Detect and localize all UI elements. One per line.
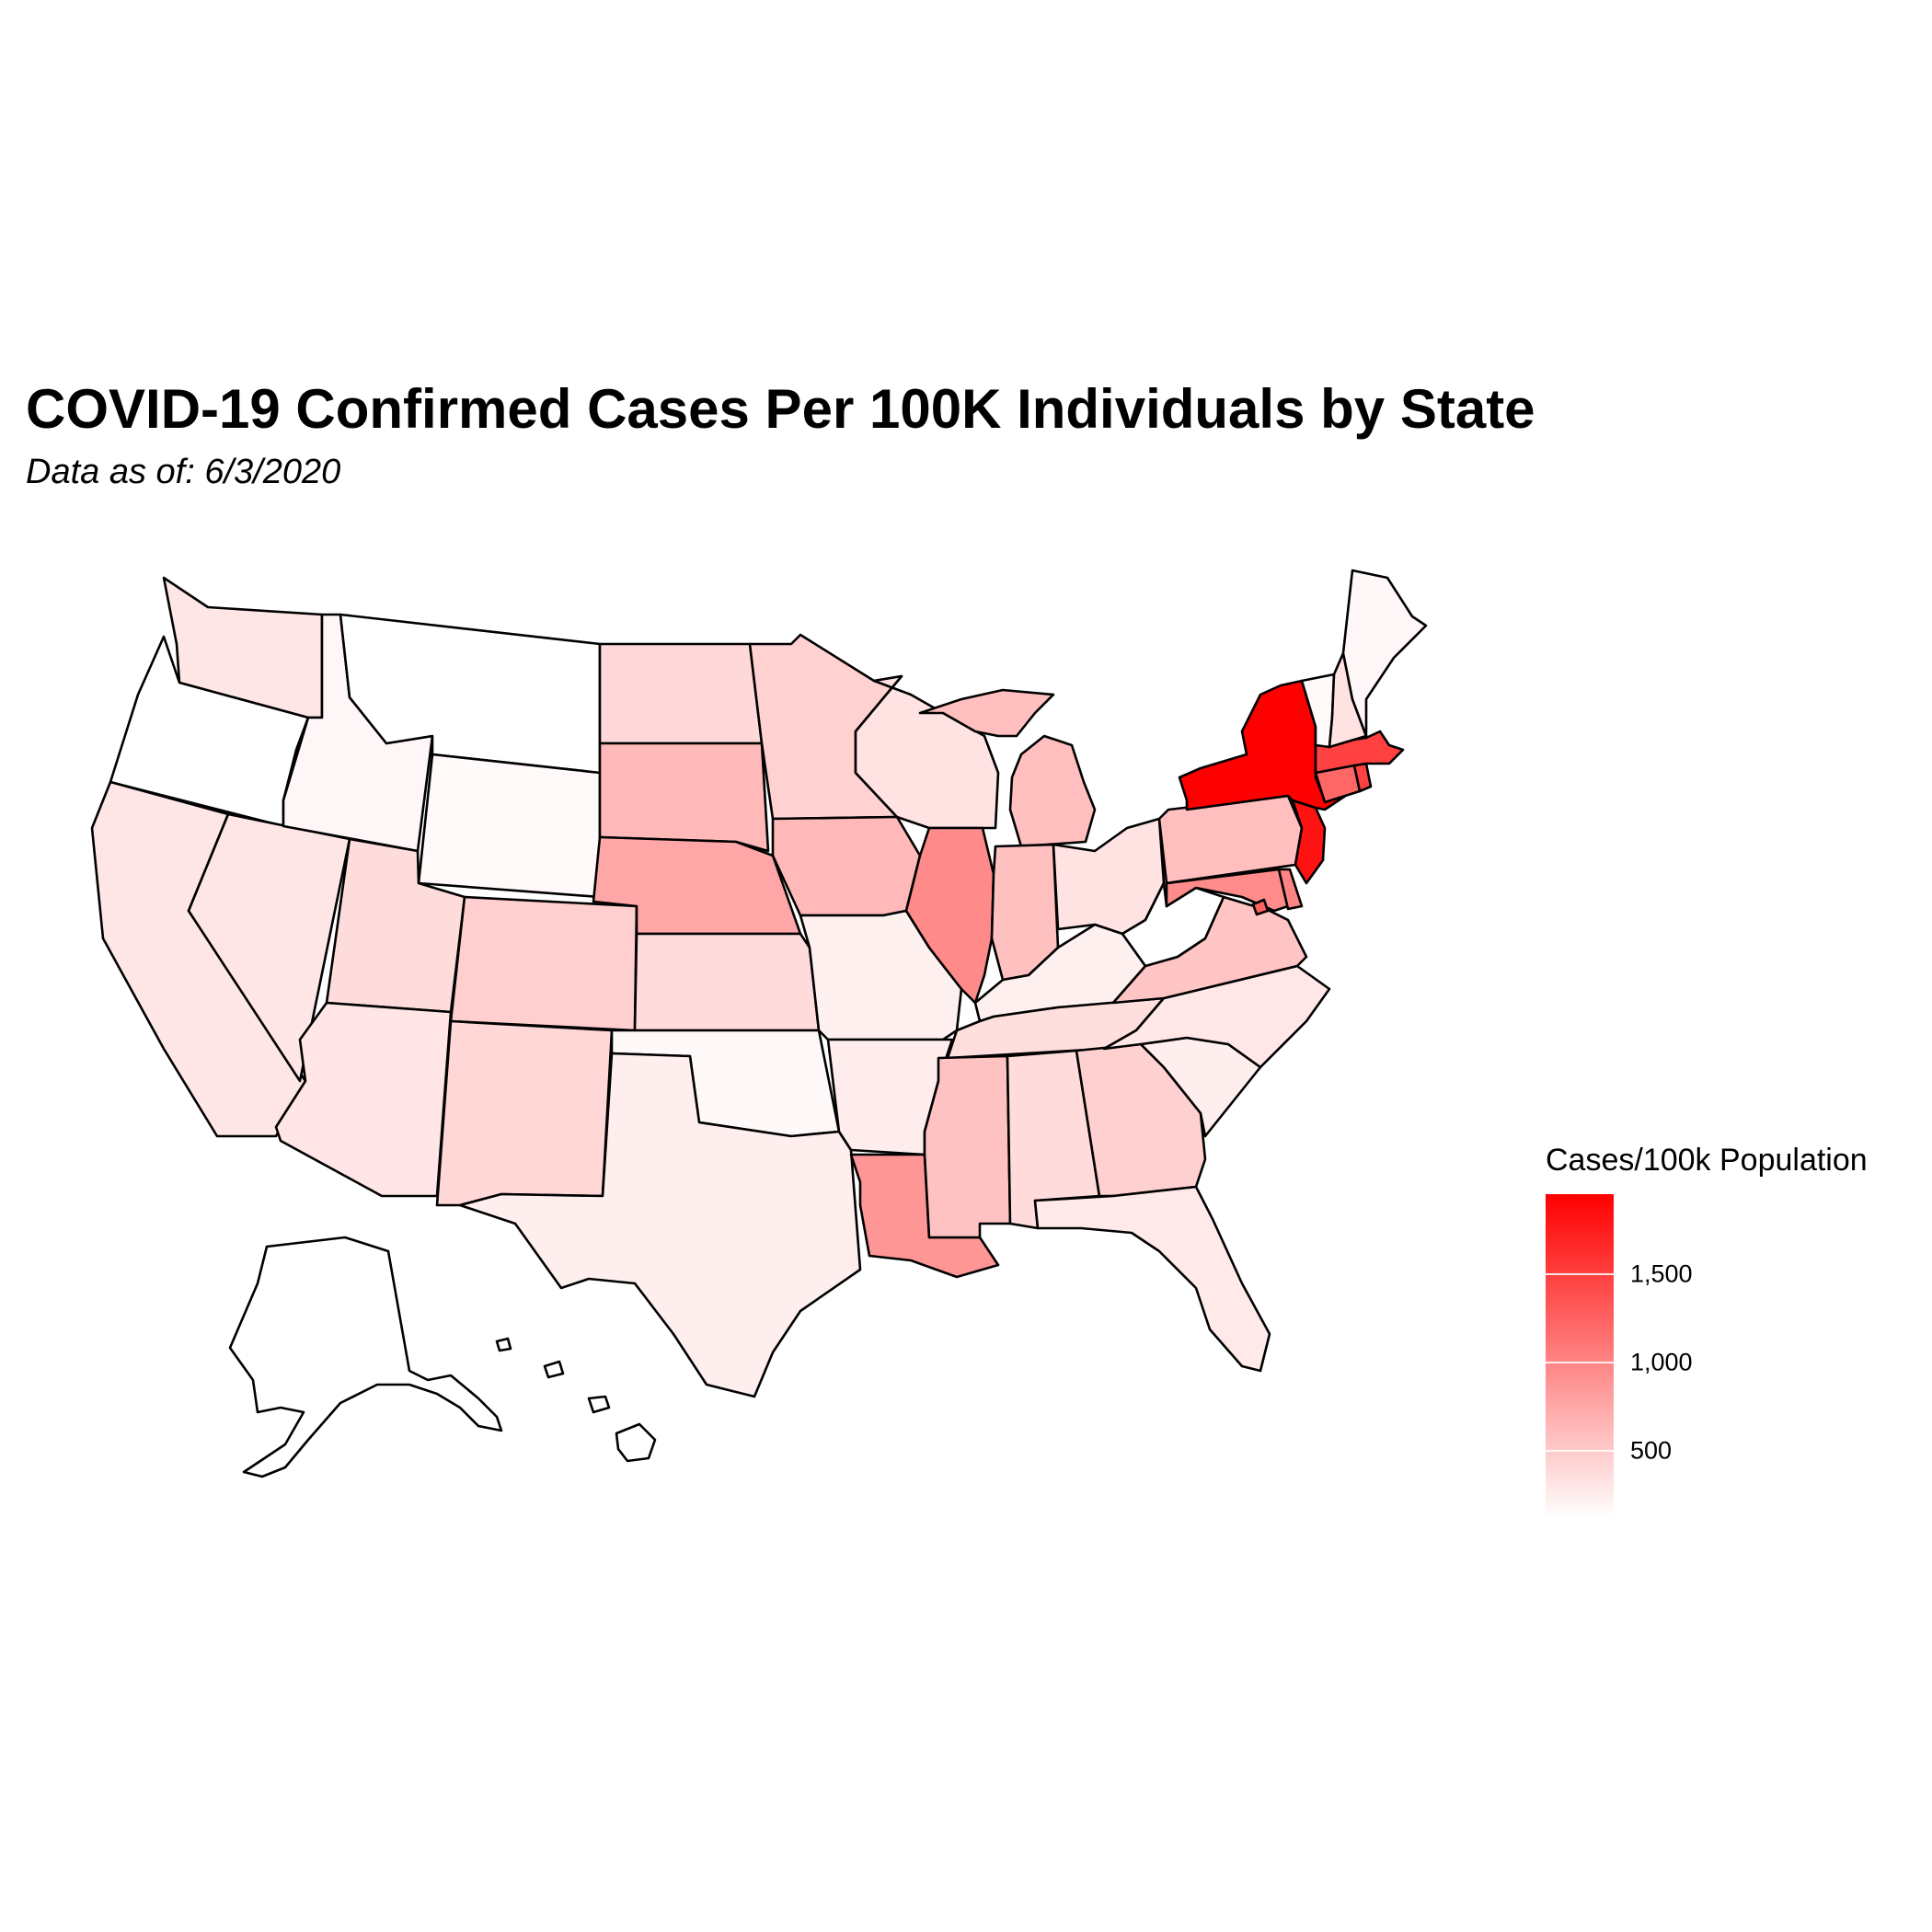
legend-tick-mark [1546,1272,1614,1275]
state-FL[interactable] [1033,1185,1271,1373]
state-SD[interactable] [598,742,770,853]
legend-tick-mark [1546,1449,1614,1452]
legend-title: Cases/100k Population [1546,1143,1868,1178]
legend-color-bar [1546,1194,1614,1518]
legend-tick-label: 1,000 [1630,1348,1693,1376]
state-MI[interactable] [918,688,1097,848]
state-NC[interactable] [1102,964,1331,1069]
state-TX[interactable] [458,1052,862,1398]
state-KS[interactable] [633,932,821,1032]
state-WY[interactable] [417,753,602,899]
state-WV[interactable] [1121,881,1225,968]
state-MS[interactable] [923,1054,1012,1239]
state-AK[interactable] [228,1236,503,1478]
state-IA[interactable] [771,815,922,917]
state-NJ[interactable] [1291,799,1327,885]
state-NM[interactable] [435,1019,614,1207]
state-HI[interactable] [495,1337,657,1463]
legend-tick-label: 500 [1630,1436,1673,1465]
map-subtitle: Data as of: 6/3/2020 [26,453,341,491]
state-MA[interactable] [1314,730,1405,775]
legend-tick-label: 1,500 [1630,1259,1693,1288]
state-ND[interactable] [598,642,764,745]
state-DE[interactable] [1277,868,1304,911]
state-ME[interactable] [1341,569,1428,738]
legend-tick-mark [1546,1361,1614,1363]
state-CO[interactable] [449,895,638,1032]
map-title: COVID-19 Confirmed Cases Per 100K Indivi… [26,378,1535,440]
state-DC[interactable] [1251,898,1270,916]
